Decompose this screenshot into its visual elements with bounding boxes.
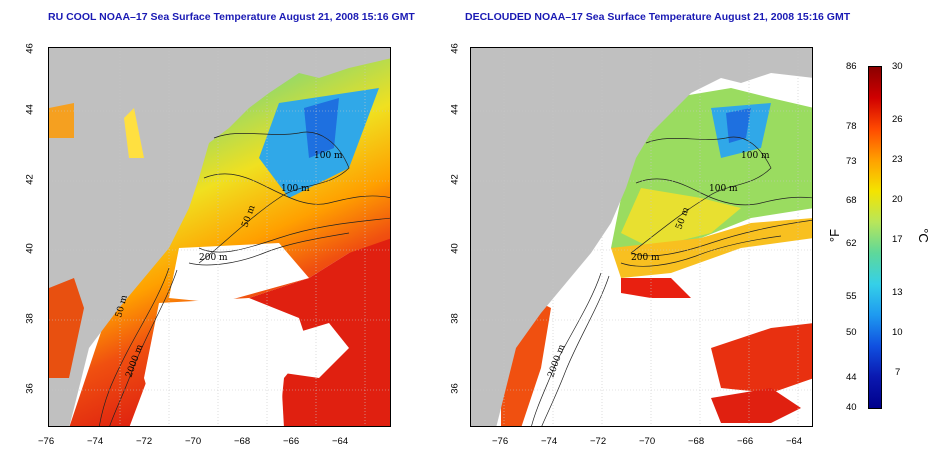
lon-tick: −76 xyxy=(492,436,509,447)
f-tick: 78 xyxy=(846,121,857,132)
contour-label: 100 m xyxy=(741,151,770,161)
lon-tick: −70 xyxy=(185,436,202,447)
lat-tick: 46 xyxy=(449,43,461,54)
lon-tick: −68 xyxy=(688,436,705,447)
lat-tick: 38 xyxy=(24,313,36,324)
c-tick: 10 xyxy=(892,327,903,338)
f-tick: 50 xyxy=(846,327,857,338)
left-map-title: RU COOL NOAA–17 Sea Surface Temperature … xyxy=(48,11,415,23)
contour-label: 100 m xyxy=(281,184,310,194)
right-map-title: DECLOUDED NOAA–17 Sea Surface Temperatur… xyxy=(465,11,851,23)
f-tick: 40 xyxy=(846,402,857,413)
c-tick: 17 xyxy=(892,234,903,245)
lat-tick: 44 xyxy=(24,104,36,115)
lat-tick: 44 xyxy=(449,104,461,115)
lat-tick: 42 xyxy=(24,174,36,185)
sst-map-cloudy: 100 m 100 m 50 m 200 m 50 m 2000 m xyxy=(48,47,391,427)
contour-label: 100 m xyxy=(314,151,343,161)
lon-tick: −74 xyxy=(541,436,558,447)
lon-tick: −64 xyxy=(332,436,349,447)
f-tick: 62 xyxy=(846,238,857,249)
lat-tick: 36 xyxy=(449,383,461,394)
sst-map-declouded: 100 m 100 m 50 m 200 m 2000 m xyxy=(470,47,813,427)
temperature-colorbar xyxy=(868,66,882,409)
lon-tick: −68 xyxy=(234,436,251,447)
lat-tick: 46 xyxy=(24,43,36,54)
c-tick: 23 xyxy=(892,154,903,165)
lat-tick: 40 xyxy=(449,243,461,254)
land-area xyxy=(471,48,812,426)
c-tick: 30 xyxy=(892,61,903,72)
fahrenheit-unit: °F xyxy=(827,228,843,243)
lat-tick: 40 xyxy=(24,243,36,254)
contour-label: 200 m xyxy=(199,253,228,263)
lon-tick: −64 xyxy=(786,436,803,447)
f-tick: 44 xyxy=(846,372,857,383)
lat-tick: 42 xyxy=(449,174,461,185)
contour-label: 200 m xyxy=(631,253,660,263)
lon-tick: −66 xyxy=(737,436,754,447)
f-tick: 68 xyxy=(846,195,857,206)
lat-tick: 36 xyxy=(24,383,36,394)
f-tick: 55 xyxy=(846,291,857,302)
f-tick: 86 xyxy=(846,61,857,72)
f-tick: 73 xyxy=(846,156,857,167)
lon-tick: −66 xyxy=(283,436,300,447)
c-tick: 26 xyxy=(892,114,903,125)
lon-tick: −74 xyxy=(87,436,104,447)
lon-tick: −76 xyxy=(38,436,55,447)
c-tick: 7 xyxy=(895,367,901,378)
lon-tick: −72 xyxy=(136,436,153,447)
c-tick: 13 xyxy=(892,287,903,298)
contour-label: 100 m xyxy=(709,184,738,194)
lat-tick: 38 xyxy=(449,313,461,324)
lon-tick: −72 xyxy=(590,436,607,447)
lon-tick: −70 xyxy=(639,436,656,447)
c-tick: 20 xyxy=(892,194,903,205)
celsius-unit: °C xyxy=(915,228,931,243)
